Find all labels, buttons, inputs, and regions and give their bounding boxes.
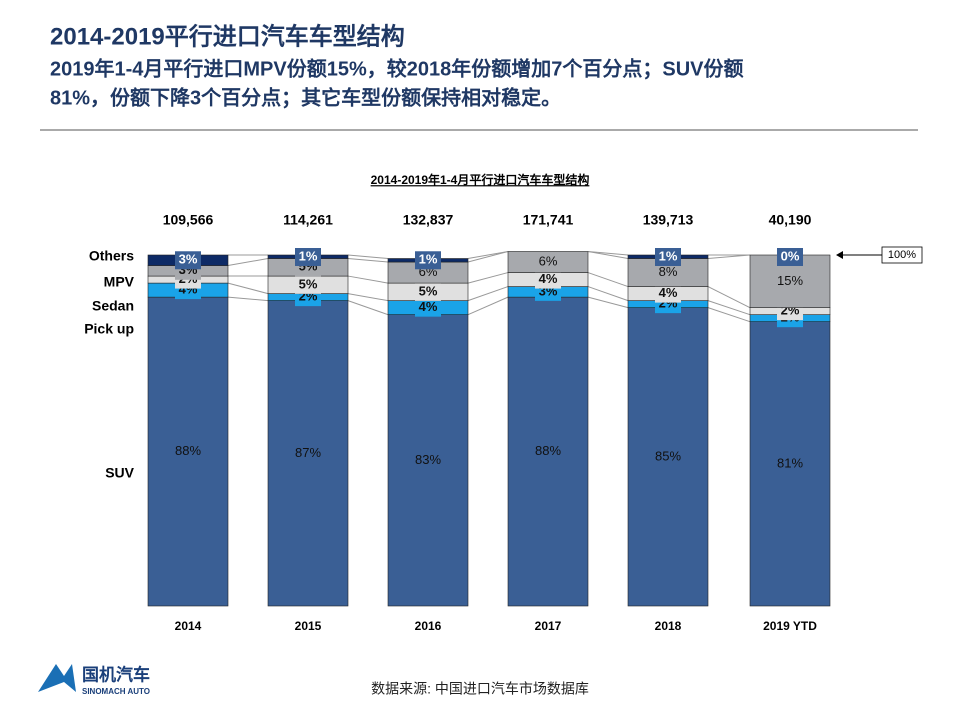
- connector: [587, 272, 629, 288]
- label-box: [175, 251, 201, 270]
- label-box: [535, 270, 561, 289]
- label-box: [655, 248, 681, 266]
- data-label: 4%: [659, 285, 678, 300]
- data-label: 4%: [539, 271, 558, 286]
- data-label: 85%: [655, 448, 681, 463]
- connector: [227, 258, 269, 267]
- logo-text: SINOMACH AUTO: [82, 687, 150, 696]
- label-box: [295, 248, 321, 266]
- arrow-head: [836, 251, 843, 259]
- connector: [707, 254, 751, 260]
- data-label: 81%: [777, 455, 803, 470]
- slide-title: 2014-2019平行进口汽车车型结构: [50, 22, 405, 50]
- legend-label: Others: [89, 248, 134, 264]
- connector: [467, 286, 509, 302]
- connector: [347, 258, 389, 263]
- bar-segment: [387, 314, 469, 607]
- bar-segment: [749, 321, 831, 607]
- total-label: 139,713: [643, 212, 694, 228]
- connector: [467, 296, 509, 316]
- data-label: 88%: [535, 443, 561, 458]
- annotation-box: [881, 246, 923, 264]
- label-box: [655, 284, 681, 303]
- total-label: 109,566: [163, 212, 214, 228]
- label-box: [415, 298, 441, 317]
- data-label: 83%: [415, 452, 441, 467]
- legend-label: Pick up: [84, 321, 134, 337]
- legend-label: MPV: [104, 274, 135, 290]
- logo-icon: [38, 664, 76, 692]
- subtitle: 81%，份额下降3个百分点；其它车型份额保持相对稳定。: [50, 85, 561, 109]
- legend-label: SUV: [105, 465, 134, 481]
- total-label: 114,261: [283, 212, 333, 228]
- x-tick-label: 2016: [415, 619, 442, 633]
- connector: [467, 250, 509, 260]
- x-tick-label: 2017: [535, 619, 562, 633]
- data-label: 87%: [295, 445, 321, 460]
- bar-segment: [627, 307, 709, 607]
- connector: [707, 307, 751, 323]
- data-label: 1%: [419, 252, 438, 267]
- data-label: 8%: [659, 264, 678, 279]
- legend-label: Sedan: [92, 298, 134, 314]
- total-label: 171,741: [523, 212, 574, 228]
- annotation: 100%: [888, 249, 916, 261]
- connector: [347, 275, 389, 284]
- x-tick-label: 2014: [175, 619, 202, 633]
- data-label: 5%: [299, 276, 318, 291]
- connector: [707, 300, 751, 316]
- connector: [587, 296, 629, 309]
- source: 数据来源: 中国进口汽车市场数据库: [371, 681, 589, 697]
- label-box: [777, 248, 803, 266]
- data-label: 5%: [419, 283, 438, 298]
- connector: [227, 282, 269, 295]
- connector: [227, 296, 269, 302]
- bar-segment: [147, 296, 229, 607]
- x-tick-label: 2015: [295, 619, 322, 633]
- connector: [347, 293, 389, 302]
- connector: [587, 250, 629, 256]
- logo-text: 国机汽车: [82, 664, 150, 684]
- label-box: [295, 275, 321, 294]
- label-box: [415, 282, 441, 301]
- data-label: 1%: [659, 248, 678, 263]
- total-label: 132,837: [403, 212, 454, 228]
- chart-title: 2014-2019年1-4月平行进口汽车车型结构: [371, 172, 590, 187]
- data-label: 4%: [419, 299, 438, 314]
- x-tick-label: 2018: [655, 619, 682, 633]
- total-label: 40,190: [769, 212, 812, 228]
- bar-segment: [267, 300, 349, 607]
- data-label: 3%: [179, 252, 198, 267]
- subtitle: 2019年1-4月平行进口MPV份额15%，较2018年份额增加7个百分点；SU…: [50, 56, 744, 80]
- bar-segment: [507, 296, 589, 607]
- connector: [347, 300, 389, 316]
- connector: [587, 286, 629, 302]
- connector: [467, 251, 509, 263]
- label-box: [415, 251, 441, 270]
- connector: [707, 286, 751, 309]
- data-label: 6%: [539, 253, 558, 268]
- data-label: 15%: [777, 273, 803, 288]
- connector: [347, 254, 389, 260]
- data-label: 0%: [781, 248, 800, 263]
- connector: [467, 272, 509, 284]
- connector: [587, 250, 629, 260]
- x-tick-label: 2019 YTD: [763, 619, 817, 633]
- data-label: 88%: [175, 443, 201, 458]
- data-label: 1%: [299, 248, 318, 263]
- bar-segment: [507, 251, 589, 273]
